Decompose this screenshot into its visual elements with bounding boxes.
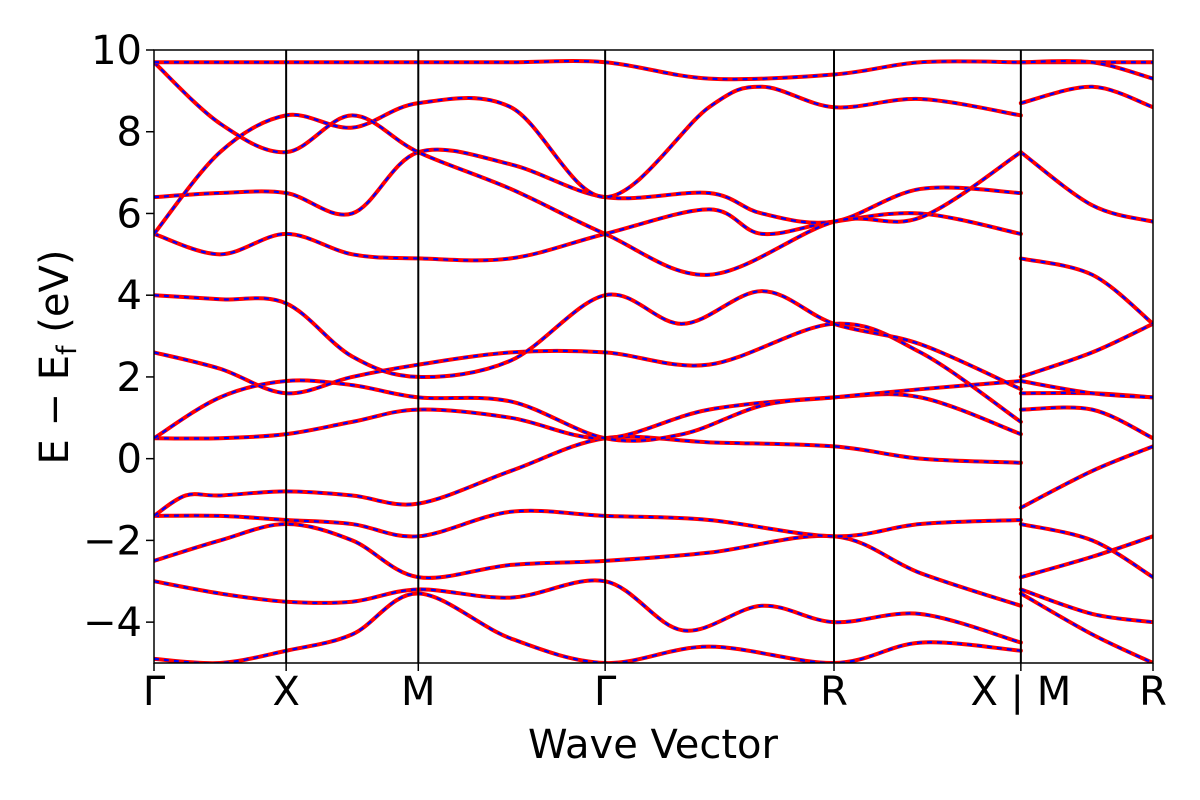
- band-3-segment-2-blue: [1020, 535, 1153, 579]
- band-11-segment-2-blue: [1020, 151, 1153, 223]
- band-4-segment-1-blue: [154, 509, 1021, 538]
- band-1: [154, 591, 1153, 663]
- band-5: [154, 434, 1153, 518]
- x-tick-label-4: Γ: [594, 669, 617, 715]
- band-2-segment-1-red: [154, 578, 1023, 645]
- y-tick-label-8: 10: [91, 28, 142, 74]
- band-13: [154, 60, 1153, 277]
- band-11-segment-1-blue: [154, 148, 1021, 224]
- band-2-segment-2-blue: [1020, 588, 1153, 624]
- x-tick-label-5: R: [820, 669, 848, 715]
- band-9-segment-2-red: [1018, 321, 1153, 379]
- x-axis: Γ X M Γ R X | M R: [143, 663, 1167, 715]
- band-12-segment-1-red: [154, 84, 1023, 236]
- band-1-segment-1-blue: [154, 592, 1021, 663]
- band-11: [154, 147, 1153, 225]
- band-9-segment-1-blue: [154, 290, 1022, 391]
- band-14-segment-1-red: [154, 59, 1023, 82]
- y-tick-label-1: −4: [83, 600, 142, 646]
- x-tick-label-2: X: [272, 669, 299, 715]
- band-10: [154, 207, 1153, 326]
- band-lines: [154, 59, 1153, 663]
- y-tick-label-3: 0: [117, 437, 142, 483]
- x-tick-label-7: R: [1139, 669, 1167, 715]
- band-6-segment-1-blue: [154, 393, 1022, 440]
- band-4: [154, 508, 1153, 580]
- y-tick-label-5: 4: [117, 273, 142, 319]
- band-13-segment-1-red: [154, 60, 1023, 277]
- band-10-segment-2-red: [1018, 256, 1153, 326]
- band-7-segment-1-red: [154, 378, 1023, 443]
- band-5-segment-1-blue: [154, 435, 1021, 517]
- plot-frame: [153, 49, 1154, 664]
- y-axis-label-subscript: f: [52, 344, 83, 355]
- band-6: [154, 392, 1153, 441]
- band-8-segment-1-blue: [154, 322, 1022, 423]
- band-3-segment-1-red: [154, 522, 1023, 608]
- band-14-segment-1-blue: [154, 59, 1021, 81]
- band-4-segment-2-red: [1018, 522, 1153, 580]
- band-3: [154, 522, 1153, 608]
- high-symmetry-lines: [285, 50, 1022, 663]
- band-14-segment-2-blue: [1020, 59, 1153, 80]
- y-axis-label: E − Ef (eV): [32, 250, 83, 465]
- band-6-segment-2-blue: [1020, 406, 1153, 440]
- band-6-segment-2-red: [1018, 405, 1153, 441]
- band-10-segment-2-blue: [1020, 257, 1153, 325]
- y-tick-label-4: 2: [117, 355, 142, 401]
- band-7-segment-1-blue: [154, 379, 1021, 442]
- band-1-segment-1-red: [154, 591, 1023, 663]
- y-axis-label-unit: (eV): [32, 250, 78, 346]
- band-10-segment-1-red: [154, 207, 1023, 263]
- y-axis: −4 −2 0 2 4 6 8 10: [83, 28, 154, 646]
- band-5-segment-2-blue: [1020, 445, 1153, 509]
- band-10-segment-1-blue: [154, 208, 1022, 262]
- y-tick-label-7: 8: [117, 110, 142, 156]
- band-11-segment-2-red: [1018, 150, 1153, 224]
- band-5-segment-1-red: [154, 434, 1023, 518]
- x-tick-label-3: M: [401, 669, 436, 715]
- band-5-segment-2-red: [1018, 444, 1153, 510]
- y-axis-label-main: E − E: [32, 355, 78, 465]
- x-tick-label-6: X | M: [970, 669, 1071, 715]
- band-13-segment-1-blue: [154, 61, 1022, 276]
- band-12-segment-2-blue: [1020, 85, 1153, 109]
- band-8: [154, 321, 1153, 424]
- band-3-segment-1-blue: [154, 522, 1022, 607]
- x-axis-label: Wave Vector: [528, 722, 779, 768]
- band-14: [154, 59, 1153, 82]
- x-tick-label-1: Γ: [143, 669, 166, 715]
- y-tick-label-2: −2: [83, 518, 142, 564]
- band-4-segment-2-blue: [1020, 522, 1153, 579]
- band-2-segment-1-blue: [154, 579, 1022, 644]
- y-tick-label-6: 6: [117, 191, 142, 237]
- band-12-segment-1-blue: [154, 85, 1022, 235]
- band-12: [154, 84, 1153, 236]
- band-9-segment-1-red: [154, 289, 1023, 392]
- band-1-segment-2-blue: [1020, 592, 1153, 663]
- band-9: [154, 289, 1153, 392]
- band-2: [154, 578, 1153, 645]
- band-11-segment-1-red: [154, 147, 1023, 225]
- band-8-segment-2-blue: [1020, 379, 1153, 399]
